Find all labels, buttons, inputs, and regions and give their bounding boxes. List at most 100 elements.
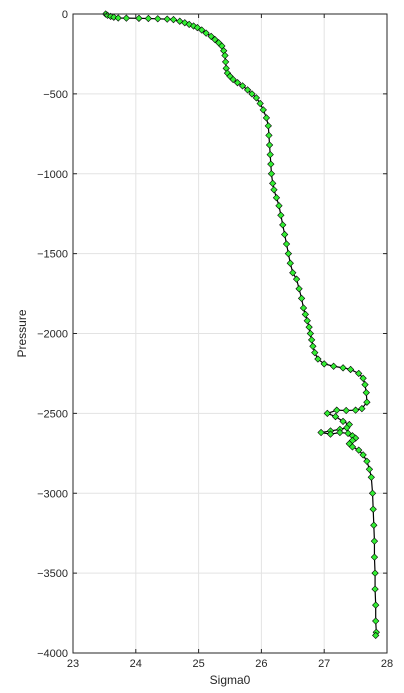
x-tick-label: 27 — [318, 658, 330, 670]
data-point — [342, 406, 350, 415]
data-point — [339, 417, 347, 425]
data-point — [367, 473, 375, 481]
data-point — [371, 585, 379, 593]
data-point — [363, 398, 371, 406]
data-point — [281, 230, 289, 239]
data-point — [359, 451, 367, 459]
data-point — [320, 360, 328, 368]
data-series — [102, 10, 380, 640]
data-point — [248, 90, 256, 98]
data-point — [301, 310, 309, 318]
y-tick-label: −1500 — [37, 249, 68, 261]
data-point — [308, 336, 316, 344]
data-point — [306, 329, 315, 338]
data-point — [221, 58, 230, 66]
y-tick-label: −2500 — [37, 408, 68, 420]
y-tick-label: 0 — [62, 9, 68, 21]
data-point — [207, 32, 215, 40]
data-point — [303, 317, 311, 325]
data-point — [359, 374, 367, 382]
data-point — [311, 349, 319, 357]
data-point — [267, 160, 275, 168]
data-point — [351, 406, 360, 414]
data-point — [243, 86, 252, 94]
data-point — [323, 409, 331, 417]
data-point — [135, 14, 143, 22]
data-point — [181, 19, 189, 27]
data-point — [331, 412, 340, 421]
data-point — [229, 75, 237, 84]
data-point — [371, 569, 379, 577]
axis-ticks: 23 24 25 26 27 28 0 −500 −1000 −1500 −2000 −2500 −30… — [37, 9, 393, 670]
data-point — [269, 179, 277, 187]
data-point — [267, 170, 276, 178]
data-point — [317, 428, 325, 437]
data-point — [348, 443, 357, 451]
data-point — [284, 250, 293, 258]
y-tick-label: −1000 — [37, 169, 68, 181]
data-point — [238, 82, 247, 90]
data-point — [362, 388, 370, 397]
data-point — [365, 465, 374, 473]
data-point — [368, 489, 377, 497]
data-point — [333, 406, 341, 414]
data-point — [154, 15, 162, 23]
data-point — [277, 211, 285, 219]
data-point — [221, 51, 229, 60]
data-point — [355, 446, 363, 454]
data-point — [266, 150, 274, 159]
data-point — [346, 365, 355, 374]
data-point — [299, 304, 308, 312]
y-tick-label: −3500 — [37, 568, 68, 580]
y-tick-label: −3000 — [37, 488, 68, 500]
data-point — [370, 537, 379, 545]
data-point — [202, 29, 210, 37]
data-point — [326, 430, 335, 438]
y-tick-label: −2000 — [37, 329, 68, 341]
data-point — [272, 194, 281, 202]
data-point — [211, 35, 219, 44]
data-point — [275, 202, 283, 210]
x-tick-label: 28 — [381, 658, 393, 670]
data-point — [122, 14, 131, 22]
data-point — [292, 275, 301, 283]
data-point — [339, 364, 347, 372]
data-point — [372, 631, 380, 640]
data-point — [343, 424, 351, 432]
data-point — [370, 553, 379, 561]
data-point — [372, 617, 380, 625]
data-point — [295, 285, 303, 293]
data-point — [369, 505, 377, 513]
data-point — [233, 79, 242, 87]
data-point — [252, 94, 261, 102]
y-axis-label: Pressure — [15, 309, 29, 357]
data-point — [198, 26, 206, 34]
data-point — [259, 106, 267, 114]
data-point — [297, 294, 306, 302]
data-point — [355, 369, 363, 378]
x-tick-label: 24 — [130, 658, 142, 670]
data-point — [264, 122, 272, 130]
data-point — [289, 269, 297, 277]
x-axis-label: Sigma0 — [210, 673, 251, 687]
data-point — [256, 99, 264, 108]
data-point — [282, 240, 291, 248]
x-tick-label: 25 — [192, 658, 204, 670]
data-point — [262, 114, 271, 122]
data-point — [114, 14, 122, 22]
data-point — [305, 323, 313, 331]
data-point — [329, 362, 338, 370]
data-point — [309, 342, 317, 350]
data-point — [270, 186, 278, 194]
data-point — [372, 601, 380, 609]
data-point — [361, 380, 369, 389]
data-point — [265, 131, 273, 140]
x-tick-label: 23 — [67, 658, 79, 670]
data-point — [336, 428, 344, 437]
data-point — [265, 141, 274, 149]
data-point — [286, 259, 294, 267]
data-point — [363, 457, 371, 465]
data-point — [370, 521, 378, 529]
data-point — [358, 404, 366, 413]
